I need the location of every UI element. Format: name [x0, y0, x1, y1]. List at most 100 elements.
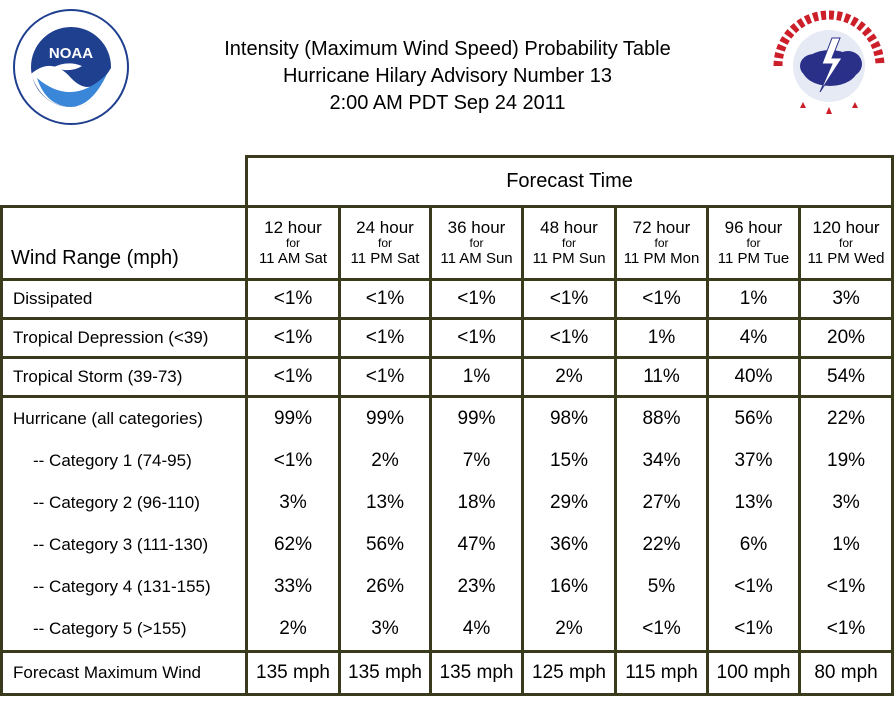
table-cell: <1% [245, 317, 341, 359]
table-cell: <1% [429, 317, 524, 359]
table-cell: <1% [338, 356, 432, 398]
table-cell: 3% [832, 492, 860, 513]
table-cell: 47% [457, 534, 496, 555]
row-label-dissipated: Dissipated [0, 278, 248, 320]
table-cell: 98% [549, 408, 589, 429]
table-cell: <1% [614, 278, 709, 320]
table-cell: 27% [642, 492, 681, 513]
table-row: Forecast Maximum Wind 135 mph 135 mph 13… [0, 650, 895, 696]
row-label-category-5: -- Category 5 (>155) [33, 619, 187, 638]
table-cell: 54% [797, 356, 895, 398]
table-cell: 11% [614, 356, 709, 398]
table-cell: <1% [642, 618, 681, 639]
hurricane-column: 99% 2% 13% 56% 26% 3% [338, 395, 432, 653]
table-cell: 99% [273, 408, 313, 429]
table-cell: <1% [273, 450, 313, 471]
column-header: 96 hour for 11 PM Tue [706, 205, 801, 281]
corner-blank [2, 157, 247, 207]
column-header: 36 hour for 11 AM Sun [429, 205, 524, 281]
table-cell: 99% [365, 408, 405, 429]
table-cell: <1% [826, 576, 866, 597]
table-cell: <1% [245, 356, 341, 398]
table-row: Tropical Storm (39-73) <1% <1% 1% 2% 11%… [0, 356, 895, 398]
column-header: 72 hour for 11 PM Mon [614, 205, 709, 281]
forecast-time-header: Forecast Time [244, 155, 895, 208]
row-label-category-2: -- Category 2 (96-110) [33, 493, 200, 512]
column-header: 12 hour for 11 AM Sat [245, 205, 341, 281]
hurricane-block-row: Hurricane (all categories) -- Category 1… [0, 395, 895, 653]
table-cell: 20% [797, 317, 895, 359]
table-cell: <1% [521, 278, 617, 320]
table-row: Tropical Depression (<39) <1% <1% <1% <1… [0, 317, 895, 359]
table-cell: 4% [462, 618, 491, 639]
table-cell: 2% [279, 618, 307, 639]
table-cell: <1% [429, 278, 524, 320]
table-cell: 56% [365, 534, 405, 555]
table-cell: 6% [739, 534, 768, 555]
table-cell: 19% [827, 450, 866, 471]
row-label-forecast-maximum-wind: Forecast Maximum Wind [0, 650, 248, 696]
table-cell: <1% [734, 618, 773, 639]
table-cell: 62% [273, 534, 313, 555]
table-cell: 13% [365, 492, 405, 513]
table-cell: 23% [457, 576, 496, 597]
table-cell: 3% [797, 278, 895, 320]
row-label-category-4: -- Category 4 (131-155) [33, 577, 211, 596]
table-cell: 135 mph [338, 650, 432, 696]
hurricane-column: 22% 19% 3% 1% <1% <1% [797, 395, 895, 653]
table-cell: 29% [549, 492, 589, 513]
table-cell: <1% [734, 576, 773, 597]
row-label-tropical-storm: Tropical Storm (39-73) [0, 356, 248, 398]
table-cell: 125 mph [521, 650, 617, 696]
table-cell: 135 mph [429, 650, 524, 696]
wind-range-header: Wind Range (mph) [0, 205, 248, 281]
table-cell: 135 mph [245, 650, 341, 696]
table-cell: 15% [549, 450, 589, 471]
table-cell: 37% [734, 450, 773, 471]
hurricane-column: 98% 15% 29% 36% 16% 2% [521, 395, 617, 653]
title-line-2: Hurricane Hilary Advisory Number 13 [282, 65, 612, 87]
noaa-logo-icon: NOAA [13, 9, 129, 125]
table-cell: 2% [371, 450, 399, 471]
table-cell: 115 mph [614, 650, 709, 696]
table-cell: 34% [642, 450, 681, 471]
page-title: Intensity (Maximum Wind Speed) Probabili… [140, 36, 755, 117]
table-cell: 88% [642, 408, 681, 429]
table-cell: 1% [429, 356, 524, 398]
table-cell: <1% [245, 278, 341, 320]
nws-logo-icon [773, 10, 885, 121]
title-line-1: Intensity (Maximum Wind Speed) Probabili… [224, 38, 671, 60]
table-cell: 40% [706, 356, 801, 398]
table-cell: 3% [279, 492, 307, 513]
table-cell: 36% [549, 534, 589, 555]
column-header: 48 hour for 11 PM Sun [521, 205, 617, 281]
table-cell: 26% [365, 576, 405, 597]
table-cell: <1% [521, 317, 617, 359]
table-cell: <1% [338, 278, 432, 320]
table-cell: 7% [462, 450, 491, 471]
table-cell: 16% [549, 576, 589, 597]
table-cell: 99% [457, 408, 496, 429]
table-cell: 5% [647, 576, 676, 597]
table-cell: 2% [555, 618, 583, 639]
column-header: 24 hour for 11 PM Sat [338, 205, 432, 281]
probability-table: Forecast Time Wind Range (mph) 12 hour fo… [0, 155, 895, 696]
table-cell: 22% [642, 534, 681, 555]
hurricane-column: 99% 7% 18% 47% 23% 4% [429, 395, 524, 653]
table-cell: 13% [734, 492, 773, 513]
noaa-logo-text: NOAA [49, 45, 93, 62]
hurricane-column: 99% <1% 3% 62% 33% 2% [245, 395, 341, 653]
row-label-hurricane: Hurricane (all categories) [13, 409, 203, 428]
row-label-category-3: -- Category 3 (111-130) [33, 535, 209, 554]
table-row: Dissipated <1% <1% <1% <1% <1% 1% 3% [0, 278, 895, 320]
column-header: 120 hour for 11 PM Wed [797, 205, 895, 281]
table-cell: 3% [371, 618, 399, 639]
table-cell: 80 mph [797, 650, 895, 696]
hurricane-column: 88% 34% 27% 22% 5% <1% [614, 395, 709, 653]
table-cell: 33% [273, 576, 313, 597]
table-cell: 100 mph [706, 650, 801, 696]
table-cell: 1% [832, 534, 860, 555]
table-cell: 4% [706, 317, 801, 359]
row-label-category-1: -- Category 1 (74-95) [33, 451, 192, 470]
table-cell: <1% [826, 618, 866, 639]
